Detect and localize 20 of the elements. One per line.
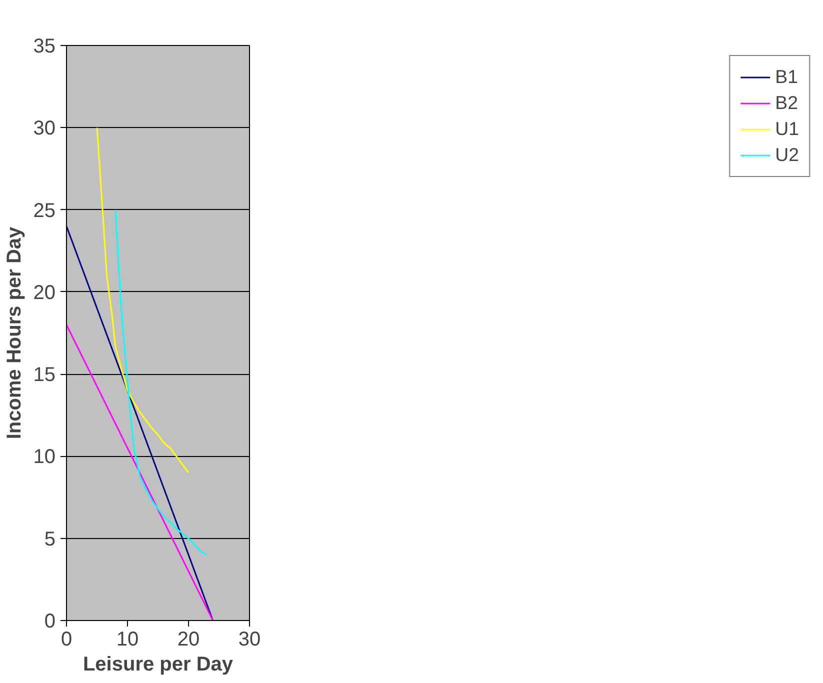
legend-label: B1	[775, 66, 798, 88]
line-series	[114, 209, 208, 556]
legend-label: U2	[775, 144, 799, 166]
y-tick-label: 20	[33, 282, 56, 304]
y-tick-label: 5	[44, 528, 56, 550]
x-tick-label: 0	[60, 628, 72, 650]
y-axis-title: Income Hours per Day	[3, 226, 26, 440]
legend-label: B2	[775, 92, 798, 114]
y-tick-label: 15	[33, 364, 56, 386]
y-tick-label: 30	[33, 118, 56, 140]
x-tick-label: 30	[238, 628, 261, 650]
y-tick-label: 35	[33, 36, 56, 58]
legend-label: U1	[775, 118, 799, 140]
y-tick-label: 0	[44, 610, 56, 632]
x-tick-label: 10	[116, 628, 139, 650]
y-tick-label: 25	[33, 200, 56, 222]
x-tick-label: 20	[177, 628, 200, 650]
y-tick-label: 10	[33, 446, 56, 468]
x-axis-title: Leisure per Day	[82, 654, 234, 676]
line-series	[96, 126, 190, 474]
